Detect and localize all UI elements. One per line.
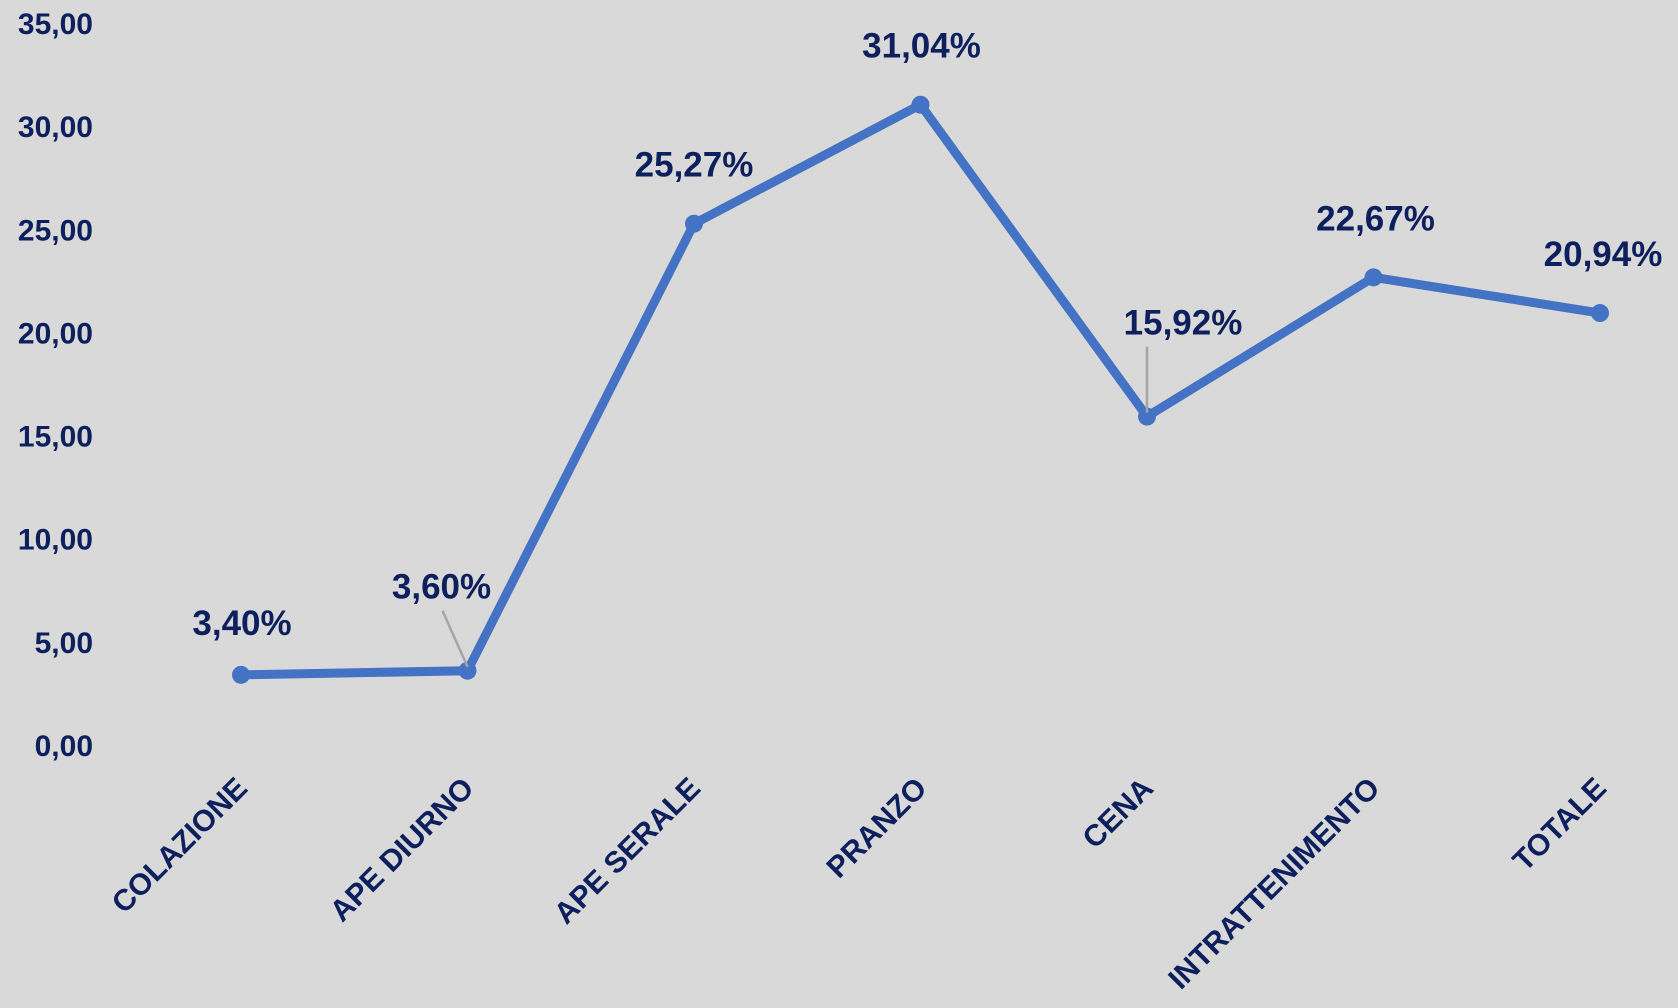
y-axis: 0,00 5,00 10,00 15,00 20,00 25,00 30,00 35,00 xyxy=(18,8,93,763)
series-line-group xyxy=(232,95,1609,684)
y-tick-label: 30,00 xyxy=(18,111,93,144)
data-label: 20,94% xyxy=(1544,235,1663,274)
x-tick-label: APE SERALE xyxy=(548,772,707,931)
data-label: 3,40% xyxy=(192,604,291,643)
y-tick-label: 20,00 xyxy=(18,317,93,350)
x-tick-label: COLAZIONE xyxy=(106,772,254,920)
data-point xyxy=(1364,268,1383,287)
x-axis: COLAZIONE APE DIURNO APE SERALE PRANZO CENA I… xyxy=(106,772,1613,996)
data-point xyxy=(685,214,703,233)
y-tick-label: 5,00 xyxy=(35,627,93,660)
y-tick-label: 35,00 xyxy=(18,8,93,41)
y-tick-label: 15,00 xyxy=(18,421,93,454)
data-label-leader-line xyxy=(441,610,469,668)
data-label: 3,60% xyxy=(392,568,491,607)
y-tick-label: 0,00 xyxy=(35,730,93,763)
x-tick-label: PRANZO xyxy=(821,772,934,885)
data-point xyxy=(458,661,477,680)
data-label: 22,67% xyxy=(1316,199,1435,238)
data-point xyxy=(1138,407,1156,426)
x-tick-label: TOTALE xyxy=(1507,772,1613,878)
data-point xyxy=(1591,304,1609,323)
data-point xyxy=(911,95,930,114)
y-tick-label: 25,00 xyxy=(18,214,93,247)
data-label: 25,27% xyxy=(635,146,754,185)
data-labels: 3,40% 3,60% 25,27% 31,04% 15,92% 22,67% 20,94% xyxy=(192,27,1663,668)
data-label: 31,04% xyxy=(862,27,981,66)
x-tick-label: CENA xyxy=(1077,772,1160,855)
data-label: 15,92% xyxy=(1124,304,1243,343)
data-point xyxy=(232,665,250,684)
x-tick-label: INTRATTENIMENTO xyxy=(1162,772,1386,996)
x-tick-label: APE DIURNO xyxy=(324,772,481,929)
y-tick-label: 10,00 xyxy=(18,524,93,557)
